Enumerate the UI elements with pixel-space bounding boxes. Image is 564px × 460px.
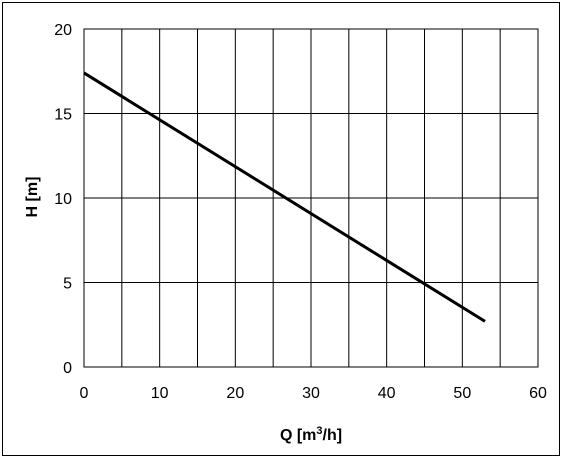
x-tick-label: 30 — [302, 385, 320, 402]
y-tick-labels: 0 5 10 15 20 — [54, 22, 72, 377]
x-tick-label: 10 — [151, 385, 169, 402]
series-group — [83, 71, 486, 323]
plot-area — [83, 28, 539, 368]
y-tick-label: 0 — [63, 360, 72, 377]
x-axis-label-superscript: 3 — [316, 425, 322, 437]
x-axis-label-main: Q [m — [280, 427, 316, 444]
x-tick-label: 0 — [80, 385, 89, 402]
y-tick-label: 10 — [54, 191, 72, 208]
x-tick-labels: 0 10 20 30 40 50 60 — [80, 385, 547, 402]
y-tick-label: 20 — [54, 22, 72, 39]
y-tick-label: 5 — [63, 276, 72, 293]
series-line — [83, 71, 486, 323]
y-axis-label: H [m] — [24, 177, 41, 218]
x-tick-label: 40 — [378, 385, 396, 402]
grid — [83, 28, 539, 368]
x-tick-label: 20 — [226, 385, 244, 402]
x-axis-label: Q [m3/h] — [280, 425, 342, 444]
x-tick-label: 60 — [529, 385, 547, 402]
chart-frame — [2, 2, 560, 456]
y-tick-label: 15 — [54, 107, 72, 124]
x-tick-label: 50 — [453, 385, 471, 402]
x-axis-label-end: /h] — [323, 427, 343, 444]
